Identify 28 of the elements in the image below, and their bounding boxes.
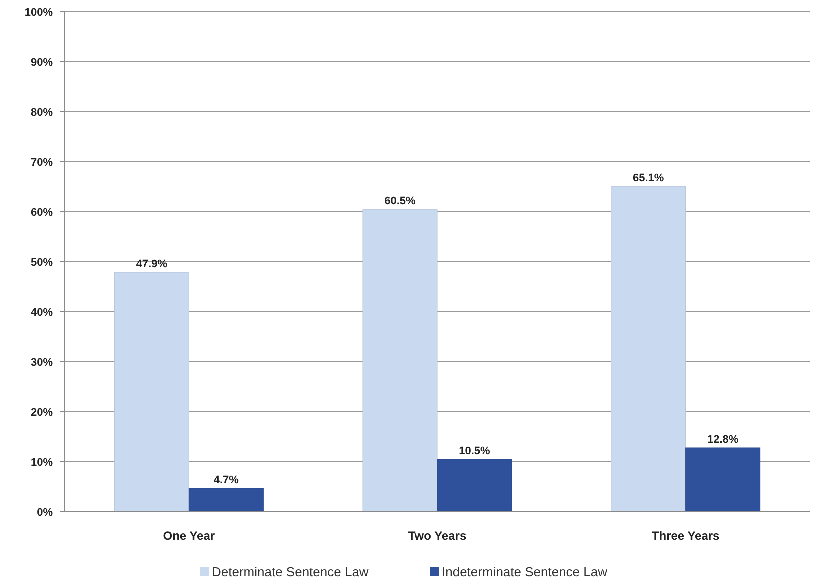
data-label: 10.5% <box>459 446 491 458</box>
data-label: 47.9% <box>136 258 168 270</box>
bar <box>686 448 761 512</box>
y-tick-label: 70% <box>30 156 54 169</box>
data-label: 4.7% <box>214 474 240 486</box>
legend-label: Determinate Sentence Law <box>212 564 370 580</box>
bar <box>188 488 264 512</box>
bar <box>437 459 512 512</box>
y-tick-label: 10% <box>30 456 54 469</box>
x-tick-label: Three Years <box>652 529 720 543</box>
x-tick-label: One Year <box>163 529 216 543</box>
x-tick-label: Two Years <box>408 529 467 543</box>
bar <box>611 186 686 512</box>
y-tick-label: 20% <box>30 406 54 419</box>
y-tick-label: 90% <box>30 56 54 69</box>
bar <box>114 272 190 512</box>
y-tick-label: 80% <box>30 106 54 119</box>
data-label: 12.8% <box>707 434 739 446</box>
data-label: 65.1% <box>632 172 664 184</box>
y-tick-label: 30% <box>30 356 54 369</box>
y-tick-label: 100% <box>24 6 54 19</box>
bar <box>362 209 438 512</box>
data-label: 60.5% <box>384 196 416 208</box>
legend-label: Indeterminate Sentence Law <box>442 564 608 580</box>
y-tick-label: 60% <box>30 206 54 219</box>
y-tick-label: 50% <box>30 256 54 269</box>
y-tick-label: 40% <box>30 306 54 319</box>
y-tick-label: 0% <box>37 506 54 519</box>
